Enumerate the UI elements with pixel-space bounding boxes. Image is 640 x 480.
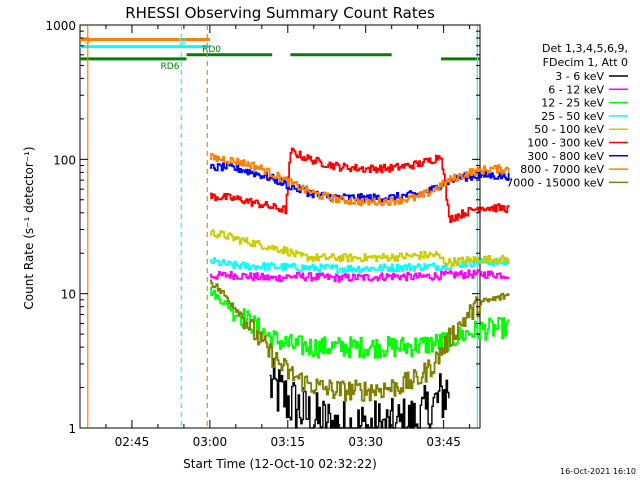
state-bar-label-s: S — [84, 36, 90, 46]
series-line-7 — [209, 153, 510, 207]
legend-label-0: 3 - 6 keV — [555, 70, 604, 83]
chart-title: RHESSI Observing Summary Count Rates — [125, 4, 435, 22]
legend-label-8: 7000 - 15000 keV — [506, 176, 604, 189]
state-bar-label-n: N — [179, 38, 186, 48]
series-line-1 — [209, 269, 510, 283]
legend-label-5: 100 - 300 keV — [527, 137, 604, 150]
legend-label-2: 12 - 25 keV — [541, 97, 604, 110]
x-tick-label-0: 02:45 — [115, 435, 150, 449]
state-bar-label-rd6: RD6 — [161, 62, 180, 72]
x-axis-label: Start Time (12-Oct-10 02:32:22) — [183, 457, 377, 471]
state-bar-label-rd0: RD0 — [202, 45, 221, 55]
y-tick-label-0: 1 — [68, 422, 76, 436]
x-tick-label-2: 03:15 — [270, 435, 305, 449]
legend-label-6: 300 - 800 keV — [527, 150, 604, 163]
y-tick-label-3: 1000 — [45, 19, 76, 33]
legend-header-line-1: Det 1,3,4,5,6,9, — [542, 42, 628, 55]
y-tick-label-1: 10 — [61, 288, 76, 302]
marker-lines-layer — [87, 25, 479, 428]
series-layer — [209, 147, 510, 429]
legend-label-3: 25 - 50 keV — [541, 110, 604, 123]
series-line-5 — [209, 147, 510, 223]
series-line-3 — [209, 257, 510, 274]
legend-label-4: 50 - 100 keV — [534, 123, 604, 136]
state-bars-layer: S N RD6 RD0 — [80, 36, 480, 72]
axis-layer: 02:45 03:00 03:15 03:30 03:45 1 10 100 1000 — [45, 19, 480, 449]
footer-timestamp: 16-Oct-2021 16:10 — [560, 467, 636, 476]
legend-label-1: 6 - 12 keV — [548, 83, 604, 96]
y-axis-label: Count Rate (s⁻¹ detector⁻¹) — [22, 146, 36, 309]
y-tick-label-2: 100 — [53, 153, 76, 167]
legend-header-line-2: FDecim 1, Att 0 — [543, 56, 628, 69]
x-tick-label-4: 03:45 — [426, 435, 461, 449]
legend: Det 1,3,4,5,6,9, FDecim 1, Att 0 3 - 6 k… — [506, 42, 628, 189]
plot-frame — [79, 24, 481, 429]
x-tick-label-1: 03:00 — [193, 435, 228, 449]
x-tick-label-3: 03:30 — [348, 435, 383, 449]
series-line-4 — [209, 229, 510, 267]
series-line-8 — [209, 279, 510, 402]
legend-label-7: 800 - 7000 keV — [520, 163, 604, 176]
series-line-0 — [269, 358, 450, 429]
